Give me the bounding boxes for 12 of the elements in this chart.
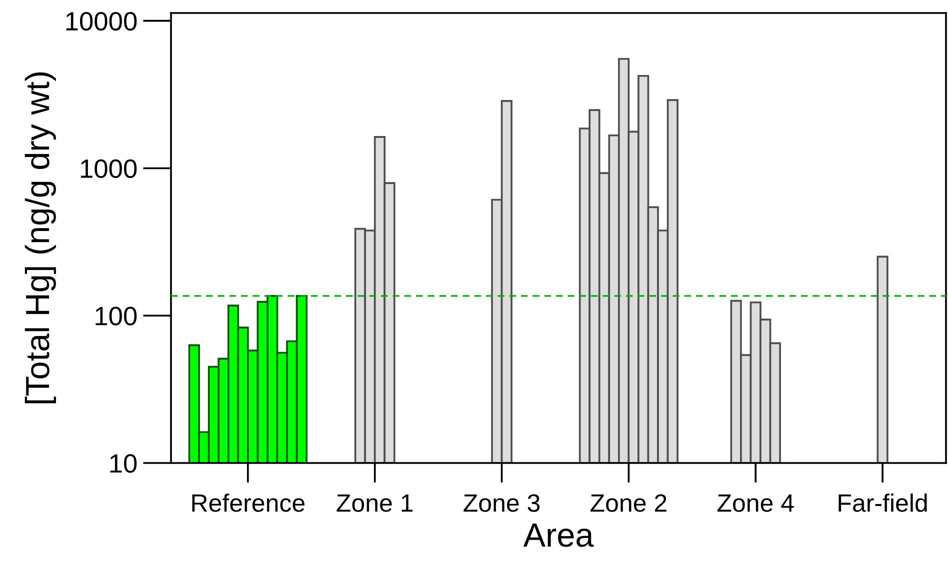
x-tick-label: Reference <box>192 494 304 512</box>
x-tick-label: Zone 3 <box>464 494 540 512</box>
x-tick-label: Zone 2 <box>590 494 666 512</box>
y-tick-label: 10000 <box>66 12 137 31</box>
y-tick-label: 10 <box>110 454 137 473</box>
x-tick-label: Zone 1 <box>336 494 413 512</box>
y-axis-title: [Total Hg] (ng/g dry wt) <box>24 72 56 404</box>
x-tick-label: Far-field <box>838 494 927 512</box>
x-tick-label: Zone 4 <box>717 494 794 512</box>
x-axis-title: Area <box>523 524 594 547</box>
y-tick-label: 100 <box>96 306 137 326</box>
y-tick-label: 1000 <box>80 159 137 178</box>
